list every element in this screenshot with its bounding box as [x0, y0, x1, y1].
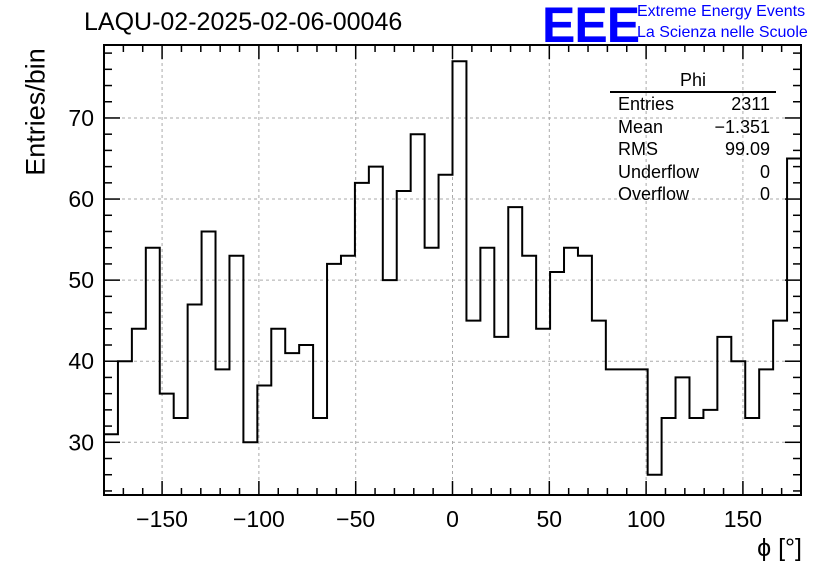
histogram-bin [132, 329, 146, 495]
histogram-bin [676, 377, 690, 495]
histogram-bin [522, 256, 536, 495]
histogram-bin [243, 442, 257, 495]
x-tick-label: 150 [724, 506, 762, 532]
histogram-bin [536, 329, 550, 495]
histogram-bin [341, 256, 355, 495]
histogram-bin [383, 280, 397, 495]
histogram-bin [592, 321, 606, 495]
chart-title: LAQU-02-2025-02-06-00046 [84, 8, 403, 36]
eee-logo: EEE [542, 0, 640, 53]
histogram-bin [285, 353, 299, 495]
histogram-bin [550, 272, 564, 495]
histogram-bin [229, 256, 243, 495]
histogram-bin [564, 248, 578, 495]
x-tick-labels: −150 −100 −50 0 50 100 150 [136, 506, 762, 532]
stats-value: 0 [759, 161, 770, 182]
stats-row-mean: Mean −1.351 [610, 116, 776, 139]
histogram-bin [648, 475, 662, 495]
histogram-bin [355, 183, 369, 495]
x-tick-label: 100 [627, 506, 665, 532]
histogram-bin [480, 248, 494, 495]
logo-line-1: Extreme Energy Events [637, 3, 806, 20]
histogram-bin [717, 337, 731, 495]
histogram-bin [216, 369, 230, 495]
y-tick-label: 40 [68, 348, 94, 374]
logo-line-2: La Scienza nelle Scuole [637, 24, 808, 41]
stats-value: 2311 [731, 94, 770, 114]
histogram-bin [313, 418, 327, 495]
histogram-bin [606, 369, 620, 495]
stats-row-overflow: Overflow 0 [610, 183, 776, 206]
stats-label: Overflow [618, 184, 690, 204]
histogram-bin [759, 369, 773, 495]
histogram-bin [745, 418, 759, 495]
histogram-bin [494, 337, 508, 495]
histogram-bin [369, 167, 383, 495]
axis-ticks [104, 45, 801, 495]
histogram-bin [453, 61, 467, 495]
stats-value: 99.09 [724, 139, 770, 159]
stats-value: −1.351 [714, 116, 770, 137]
y-tick-label: 60 [68, 186, 94, 212]
stats-row-underflow: Underflow 0 [610, 161, 776, 184]
histogram-bin [620, 369, 634, 495]
histogram-bin [202, 231, 216, 495]
histogram-bin [634, 369, 648, 495]
y-tick-labels: 30 40 50 60 70 [68, 105, 94, 455]
histogram-series [104, 60, 801, 495]
stats-label: Underflow [618, 161, 700, 182]
histogram-bin [466, 321, 480, 495]
stats-title: Phi [610, 70, 776, 93]
histogram-bin [160, 394, 174, 495]
histogram-bin [731, 361, 745, 495]
histogram-bin [439, 175, 453, 495]
stats-row-rms: RMS 99.09 [610, 138, 776, 161]
x-tick-label: −150 [136, 506, 188, 532]
histogram-bin [425, 248, 439, 495]
stats-label: Mean [618, 116, 664, 137]
x-tick-label: −100 [233, 506, 285, 532]
histogram-bin [773, 321, 787, 495]
histogram-bin [146, 248, 160, 495]
stats-value: 0 [759, 184, 770, 204]
histogram-bin [689, 418, 703, 495]
y-tick-label: 70 [68, 105, 94, 131]
stats-row-entries: Entries 2311 [610, 93, 776, 116]
x-axis-label: ϕ [°] [757, 534, 802, 562]
histogram-line [104, 60, 801, 476]
y-tick-label: 50 [68, 267, 94, 293]
histogram-bin [104, 434, 118, 495]
histogram-bin [578, 256, 592, 495]
histogram-bin [257, 386, 271, 495]
histogram-bin [787, 159, 801, 495]
histogram-bin [271, 329, 285, 495]
stats-box: Phi Entries 2311 Mean −1.351 RMS 99.09 U… [610, 70, 776, 206]
histogram-bin [299, 345, 313, 495]
stats-label: Entries [618, 94, 675, 114]
y-tick-label: 30 [68, 429, 94, 455]
histogram-bin [327, 264, 341, 495]
x-tick-label: 0 [446, 506, 459, 532]
x-tick-label: 50 [537, 506, 563, 532]
x-tick-label: −50 [336, 506, 375, 532]
histogram-bin [662, 418, 676, 495]
histogram-bin [508, 207, 522, 495]
histogram-bin [188, 304, 202, 495]
histogram-bin [397, 191, 411, 495]
histogram-bin [174, 418, 188, 495]
histogram-bin [411, 134, 425, 495]
histogram-bin [703, 410, 717, 495]
stats-label: RMS [618, 139, 658, 159]
histogram-bin [118, 361, 132, 495]
y-axis-label: Entries/bin [20, 48, 51, 176]
